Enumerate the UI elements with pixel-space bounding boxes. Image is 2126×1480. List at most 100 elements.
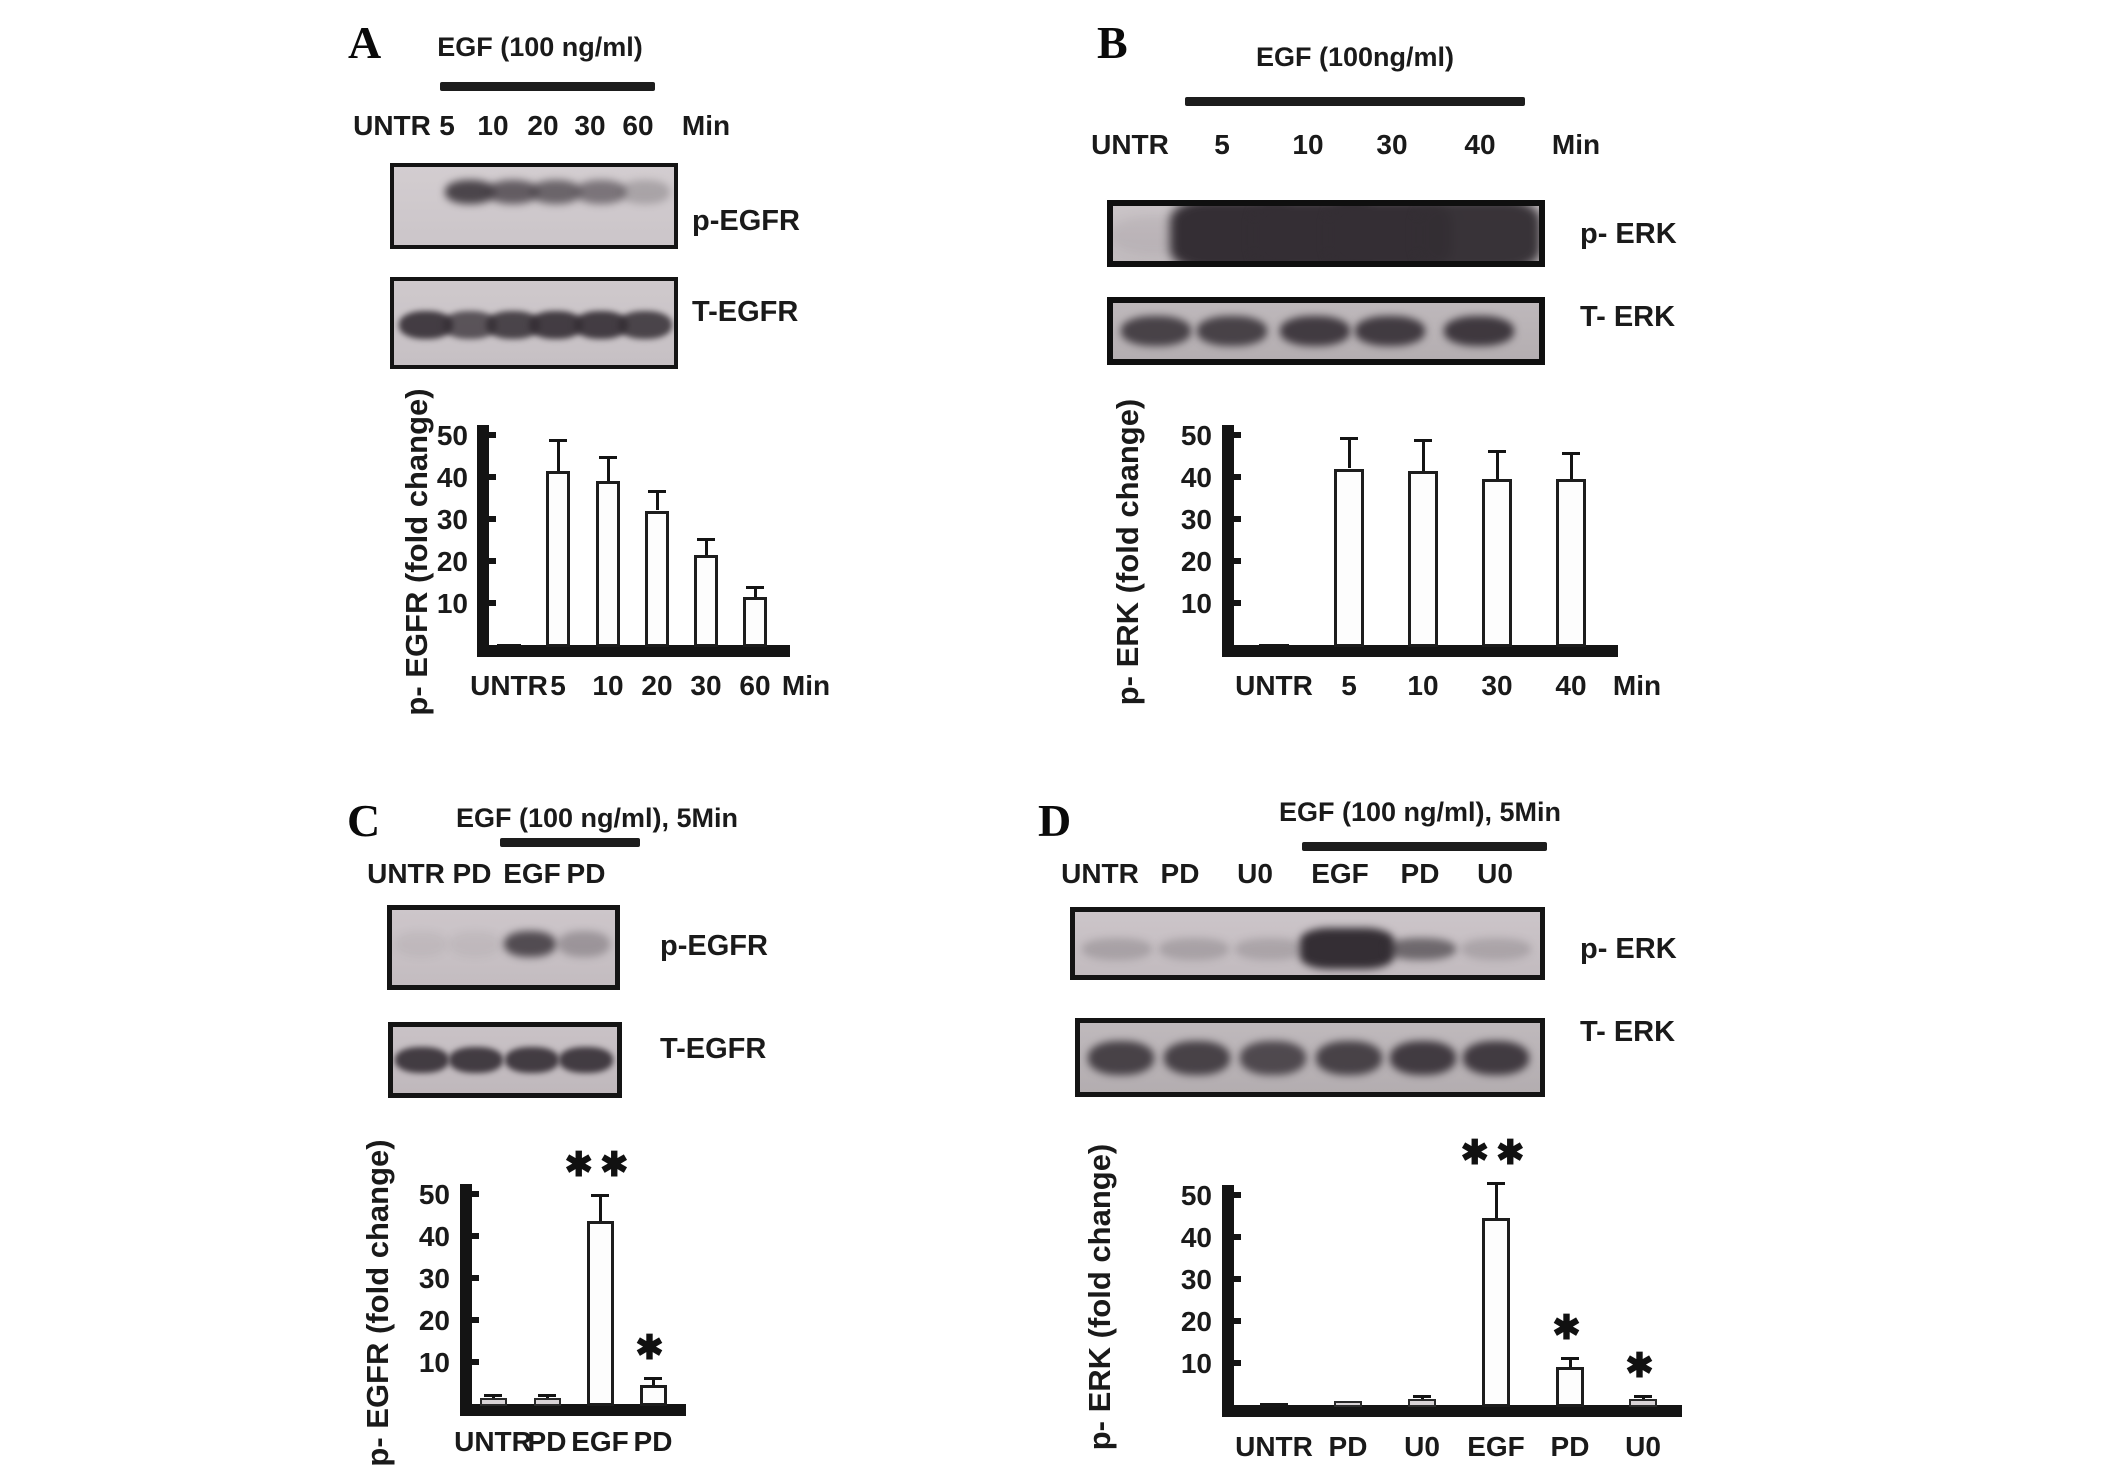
blot-band [1240,1040,1307,1075]
panel-c-treatment-header: EGF (100 ng/ml), 5Min [455,803,739,833]
x-category-label-pd: PD [1328,1431,1368,1462]
blot-band [1354,316,1425,346]
lane-label-untr: UNTR [1091,129,1169,160]
lane-label-pd: PD [1160,858,1200,889]
lane-unit-label: Min [1551,129,1601,160]
x-category-label-pd: PD [1550,1431,1590,1462]
x-category-label-egf: EGF [1467,1431,1525,1462]
error-bar-stem [1568,1356,1572,1368]
y-axis [477,425,489,657]
error-bar-cap [648,489,666,493]
tick-label-30: 30 [436,504,468,535]
x-category-label-60: 60 [739,670,771,701]
blot-band [1158,937,1229,960]
panel-b-t-erk-blot [1107,297,1545,365]
lane-label-untr: UNTR [353,110,431,141]
blot-band [1460,937,1531,960]
blot-band [1417,206,1539,261]
y-tick [1234,1192,1241,1198]
tick-label-10: 10 [1180,588,1212,619]
panel-c-p-egfr-label: p-EGFR [660,930,768,962]
error-bar-cap [549,439,567,443]
x-axis [460,1404,686,1416]
blot-band [1316,1040,1383,1075]
x-category-label-egf: EGF [571,1426,629,1457]
tick-label-40: 40 [1180,462,1212,493]
error-bar-cap [1561,1356,1579,1360]
y-tick [472,1275,479,1281]
tick-label-20: 20 [436,546,468,577]
lane-label-untr: UNTR [1061,858,1139,889]
blot-band [488,179,538,204]
blot-band [504,930,557,957]
tick-label-30: 30 [1180,1264,1212,1295]
x-category-label-5: 5 [550,670,566,701]
error-bar-cap [591,1194,609,1197]
lane-label-pd: PD [1400,858,1440,889]
panel-d-p-erk-label: p- ERK [1580,933,1677,965]
y-tick [1234,558,1241,564]
tick-label-10: 10 [418,1347,450,1378]
x-category-label-40: 40 [1555,670,1587,701]
bar-egf [1482,1218,1510,1407]
lane-label-pd: PD [566,858,606,889]
error-bar-cap [1340,437,1358,441]
x-category-label-5: 5 [1341,670,1357,701]
panel-b-treatment-header: EGF (100ng/ml) [1255,42,1455,72]
blot-band [1081,937,1152,960]
panel-a-letter: A [348,17,382,68]
y-tick [1234,1318,1241,1324]
blot-band [1197,316,1268,346]
blot-band [1120,316,1191,346]
lane-label-30: 30 [574,110,606,141]
y-tick [1234,600,1241,606]
lane-label-60: 60 [622,110,654,141]
blot-band [1164,1040,1231,1075]
bar-5 [1334,468,1364,647]
y-tick [489,432,496,438]
tick-label-50: 50 [1180,420,1212,451]
blot-band [504,1047,559,1073]
panel-a-p-egfr-label: p-EGFR [692,205,800,237]
y-tick [1234,474,1241,480]
error-bar-stem [704,537,708,555]
x-category-label-pd: PD [633,1426,673,1457]
x-category-label-u0: U0 [1404,1431,1440,1462]
lane-label-40: 40 [1464,129,1496,160]
blot-band [557,930,610,957]
panel-d-chart-ylabel: p- ERK (fold change) [1082,1143,1117,1451]
error-bar-stem [1569,451,1573,479]
tick-label-40: 40 [1180,1222,1212,1253]
tick-label-30: 30 [1180,504,1212,535]
panel-a-chart-ylabel: p- EGFR (fold change) [399,388,434,716]
x-category-label-30: 30 [690,670,722,701]
blot-band [1299,927,1395,970]
error-bar-stem [651,1376,655,1385]
x-axis [1222,645,1618,657]
tick-label-10: 10 [436,588,468,619]
panel-d-p-erk-blot [1070,907,1545,980]
panel-b-t-erk-label: T- ERK [1580,301,1676,333]
y-tick [472,1359,479,1365]
error-bar-stem [606,456,610,482]
error-bar-cap [599,456,617,459]
lane-label-30: 30 [1376,129,1408,160]
y-tick [472,1191,479,1197]
bar-30 [694,554,718,647]
lane-label-u0: U0 [1477,858,1513,889]
x-category-label-pd: PD [527,1426,567,1457]
x-category-label-untr: UNTR [470,670,548,701]
y-tick [1234,432,1241,438]
lane-label-untr: UNTR [367,858,445,889]
error-bar-stem [753,586,757,597]
y-tick [489,516,496,522]
bar-u0 [1408,1398,1436,1407]
lane-label-egf: EGF [1311,858,1369,889]
bar-30 [1482,479,1512,647]
panel-b-p-erk-blot [1107,200,1545,267]
bar-egf [586,1221,614,1406]
bar-untr [497,643,521,647]
significance-stars: ✱✱ [564,1146,636,1184]
y-axis [460,1184,472,1416]
